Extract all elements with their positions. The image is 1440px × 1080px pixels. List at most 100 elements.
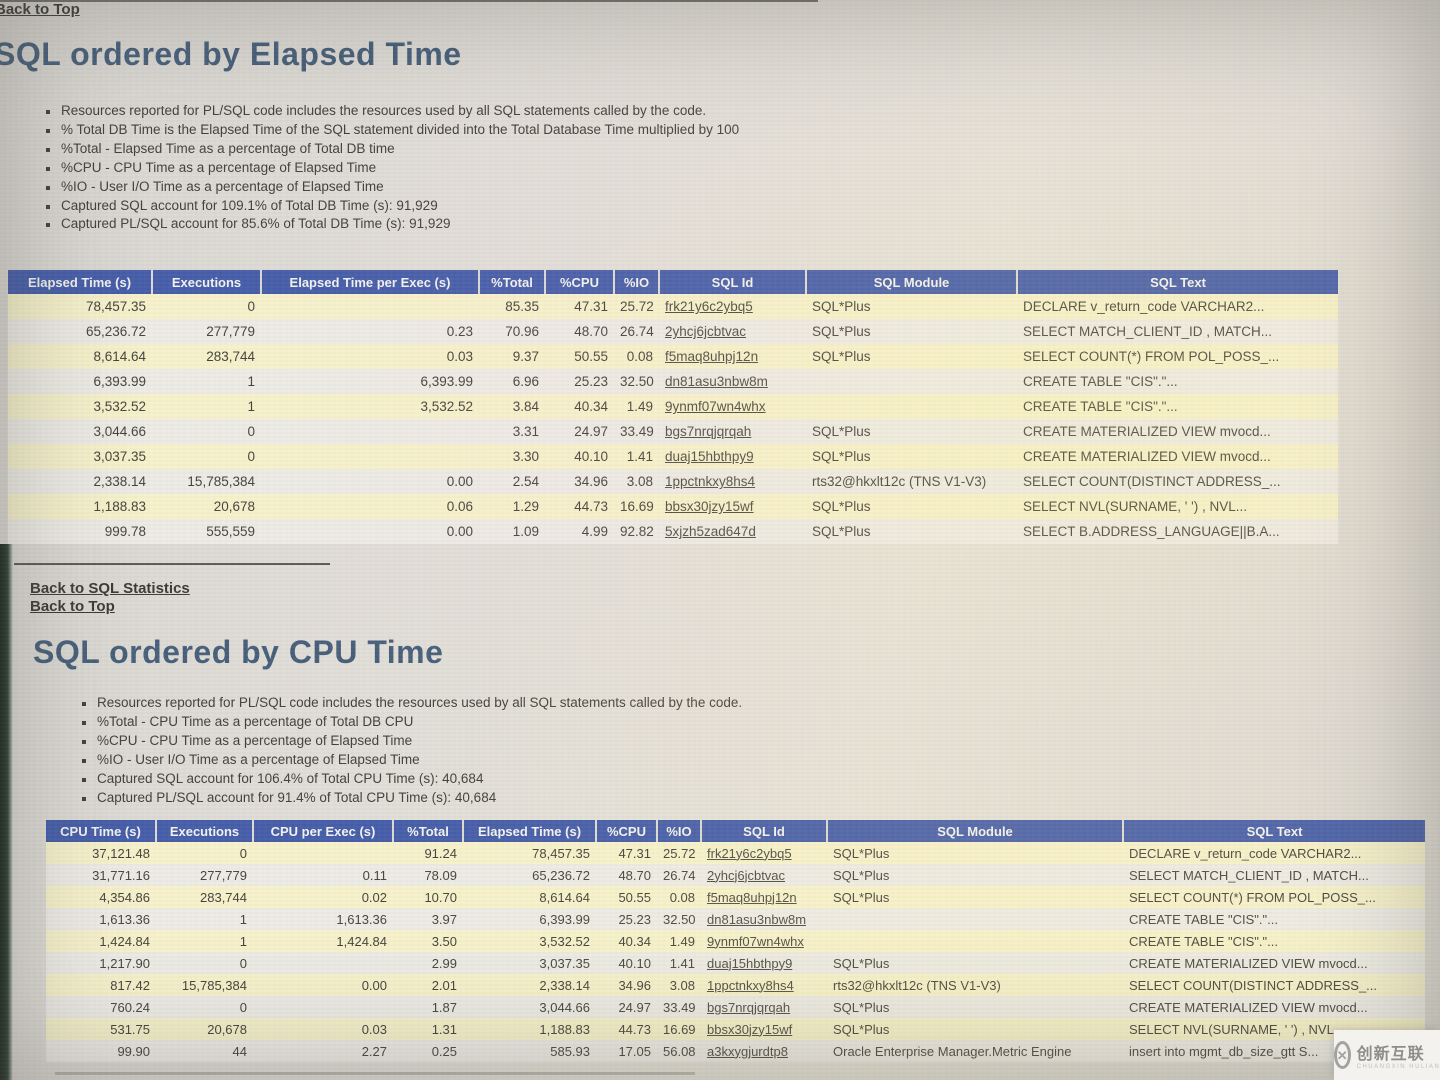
pct-io-cell: 16.69 <box>657 1018 701 1040</box>
note-item: %Total - Elapsed Time as a percentage of… <box>44 140 739 159</box>
table-row: 999.78 555,559 0.00 1.09 4.99 92.82 5xjz… <box>8 519 1338 544</box>
pct-total-cell: 2.01 <box>393 974 463 996</box>
executions-cell: 555,559 <box>152 519 261 544</box>
cpu-per-exec-cell: 1,424.84 <box>253 930 393 952</box>
sql-text-cell: CREATE TABLE "CIS"."... <box>1123 930 1425 952</box>
elapsed-time-cell: 999.78 <box>8 519 152 544</box>
pct-total-cell: 3.97 <box>393 908 463 930</box>
pct-cpu-cell: 44.73 <box>596 1018 657 1040</box>
section-title-elapsed-time: SQL ordered by Elapsed Time <box>0 36 462 72</box>
pct-cpu-cell: 47.31 <box>545 294 614 319</box>
sql-id-link[interactable]: duaj15hbthpy9 <box>665 449 754 464</box>
table-row: 1,613.36 1 1,613.36 3.97 6,393.99 25.23 … <box>46 908 1425 930</box>
executions-cell: 1 <box>152 394 261 419</box>
sql-id-link[interactable]: 9ynmf07wn4whx <box>707 933 804 949</box>
note-item: %CPU - CPU Time as a percentage of Elaps… <box>80 732 742 751</box>
sql-id-link[interactable]: bgs7nrqjqrqah <box>707 999 791 1015</box>
sql-id-cell: bbsx30jzy15wf <box>701 1018 827 1040</box>
table-row: 3,044.66 0 3.31 24.97 33.49 bgs7nrqjqrqa… <box>8 419 1338 444</box>
sql-id-link[interactable]: 1ppctnkxy8hs4 <box>707 977 794 993</box>
pct-total-cell: 3.31 <box>479 419 545 444</box>
sql-text-cell: SELECT B.ADDRESS_LANGUAGE||B.A... <box>1017 519 1338 544</box>
elapsed-time-cell: 78,457.35 <box>463 842 596 864</box>
sql-id-link[interactable]: dn81asu3nbw8m <box>665 374 768 389</box>
elapsed-time-cell: 2,338.14 <box>463 974 596 996</box>
sql-module-cell: SQL*Plus <box>806 519 1017 544</box>
note-item: Resources reported for PL/SQL code inclu… <box>44 102 739 121</box>
sql-text-cell: CREATE TABLE "CIS"."... <box>1123 908 1425 930</box>
elapsed-time-cell: 65,236.72 <box>463 864 596 886</box>
header-row: CPU Time (s) Executions CPU per Exec (s)… <box>46 820 1425 842</box>
pct-cpu-cell: 40.10 <box>596 952 657 974</box>
sql-id-link[interactable]: frk21y6c2ybq5 <box>665 299 753 314</box>
sql-text-cell: SELECT COUNT(DISTINCT ADDRESS_... <box>1017 469 1338 494</box>
sql-id-link[interactable]: f5maq8uhpj12n <box>707 889 797 905</box>
col-header-executions: Executions <box>155 820 253 842</box>
table-row: 6,393.99 1 6,393.99 6.96 25.23 32.50 dn8… <box>8 369 1338 394</box>
cpu-per-exec-cell: 0.02 <box>253 886 393 908</box>
sql-id-link[interactable]: 9ynmf07wn4whx <box>665 399 766 414</box>
col-header-sql-module: SQL Module <box>805 270 1017 294</box>
sql-module-cell: SQL*Plus <box>827 996 1123 1018</box>
sql-module-cell: SQL*Plus <box>806 294 1017 319</box>
section-title-cpu-time: SQL ordered by CPU Time <box>33 634 444 670</box>
sql-module-cell: rts32@hkxlt12c (TNS V1-V3) <box>806 469 1017 494</box>
executions-cell: 15,785,384 <box>156 974 253 996</box>
sql-text-cell: SELECT MATCH_CLIENT_ID , MATCH... <box>1017 319 1338 344</box>
sql-id-link[interactable]: 5xjzh5zad647d <box>665 524 756 539</box>
pct-total-cell: 1.29 <box>479 494 545 519</box>
col-header-sql-id: SQL Id <box>700 820 827 842</box>
cpu-per-exec-cell: 0.00 <box>253 974 393 996</box>
elapsed-time-cell: 65,236.72 <box>8 319 152 344</box>
sql-id-link[interactable]: 1ppctnkxy8hs4 <box>665 474 756 489</box>
pct-cpu-cell: 40.34 <box>596 930 657 952</box>
col-header-sql-id: SQL Id <box>658 270 806 294</box>
sql-id-link[interactable]: a3kxygjurdtp8 <box>707 1043 788 1059</box>
sql-id-cell: frk21y6c2ybq5 <box>701 842 827 864</box>
executions-cell: 0 <box>156 842 253 864</box>
cpu-time-notes: Resources reported for PL/SQL code inclu… <box>80 694 742 807</box>
col-header-pct-total: %Total <box>478 270 545 294</box>
table-row: 1,217.90 0 2.99 3,037.35 40.10 1.41 duaj… <box>46 952 1425 974</box>
note-item: Captured SQL account for 106.4% of Total… <box>80 770 742 789</box>
back-to-top-link[interactable]: Back to Top <box>0 1 80 18</box>
elapsed-time-cell: 3,532.52 <box>8 394 152 419</box>
sql-id-link[interactable]: 2yhcj6jcbtvac <box>665 324 747 339</box>
sql-id-link[interactable]: dn81asu3nbw8m <box>707 911 807 927</box>
sql-text-cell: CREATE MATERIALIZED VIEW mvocd... <box>1123 996 1425 1018</box>
pct-io-cell: 16.69 <box>614 494 659 519</box>
sql-id-link[interactable]: bbsx30jzy15wf <box>707 1021 793 1037</box>
back-to-sql-statistics-link[interactable]: Back to SQL Statistics <box>30 580 190 597</box>
sql-text-cell: CREATE MATERIALIZED VIEW mvocd... <box>1017 419 1338 444</box>
sql-text-cell: SELECT MATCH_CLIENT_ID , MATCH... <box>1123 864 1425 886</box>
pct-cpu-cell: 25.23 <box>545 369 614 394</box>
col-header-executions: Executions <box>151 270 261 294</box>
sql-id-cell: bbsx30jzy15wf <box>659 494 806 519</box>
pct-total-cell: 10.70 <box>393 886 463 908</box>
table-row: 37,121.48 0 91.24 78,457.35 47.31 25.72 … <box>46 842 1425 864</box>
sql-module-cell: SQL*Plus <box>827 842 1123 864</box>
sql-id-link[interactable]: 2yhcj6jcbtvac <box>707 867 786 883</box>
pct-io-cell: 25.72 <box>614 294 659 319</box>
col-header-pct-total: %Total <box>392 820 463 842</box>
sql-id-link[interactable]: bbsx30jzy15wf <box>665 499 754 514</box>
elapsed-per-exec-cell <box>261 419 479 444</box>
note-item: %CPU - CPU Time as a percentage of Elaps… <box>44 159 739 178</box>
executions-cell: 1 <box>156 908 253 930</box>
cpu-per-exec-cell <box>253 996 393 1018</box>
sql-id-link[interactable]: f5maq8uhpj12n <box>665 349 759 364</box>
sql-text-cell: SELECT COUNT(*) FROM POL_POSS_... <box>1123 886 1425 908</box>
pct-total-cell: 91.24 <box>393 842 463 864</box>
col-header-cpu-per-exec: CPU per Exec (s) <box>252 820 393 842</box>
sql-id-cell: frk21y6c2ybq5 <box>659 294 806 319</box>
pct-io-cell: 1.41 <box>614 444 659 469</box>
note-item: %IO - User I/O Time as a percentage of E… <box>44 178 739 197</box>
pct-total-cell: 0.25 <box>393 1040 463 1062</box>
sql-id-link[interactable]: duaj15hbthpy9 <box>707 955 793 971</box>
cpu-per-exec-cell: 2.27 <box>253 1040 393 1062</box>
sql-module-cell <box>827 908 1123 930</box>
sql-id-link[interactable]: frk21y6c2ybq5 <box>707 845 792 861</box>
pct-io-cell: 26.74 <box>614 319 659 344</box>
sql-id-link[interactable]: bgs7nrqjqrqah <box>665 424 752 439</box>
back-to-top-link[interactable]: Back to Top <box>30 598 115 615</box>
